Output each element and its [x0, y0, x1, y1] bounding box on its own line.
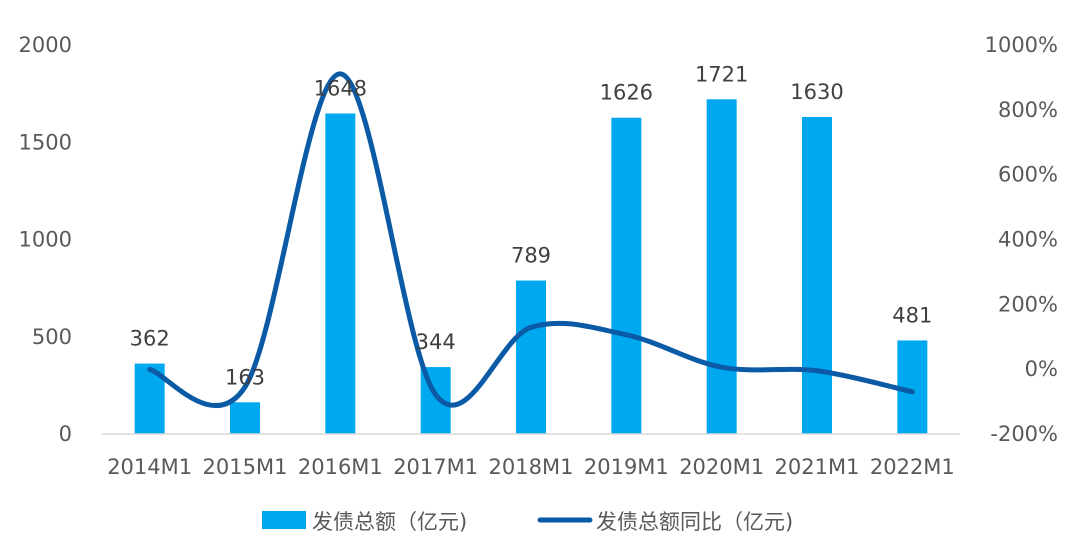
bar-2016M1 — [325, 113, 356, 435]
y-left-tick: 1500 — [19, 130, 72, 154]
y-right-tick: 800% — [998, 98, 1058, 122]
bar-2021M1 — [802, 116, 832, 434]
bar-2019M1 — [611, 117, 642, 435]
x-tick: 2014M1 — [107, 455, 192, 479]
x-tick: 2016M1 — [298, 455, 383, 479]
legend-bar-swatch — [262, 511, 306, 529]
data-label-2014M1: 362 — [130, 327, 170, 351]
x-tick: 2022M1 — [870, 455, 955, 479]
y-right-tick: 1000% — [985, 33, 1058, 57]
data-label-2021M1: 1630 — [790, 80, 843, 104]
y-axis-left-ticks: 0 500 1000 1500 2000 — [19, 33, 72, 446]
y-left-tick: 500 — [32, 325, 72, 349]
y-axis-right-ticks: -200% 0% 200% 400% 600% 800% 1000% — [985, 33, 1058, 446]
data-label-2016M1: 1648 — [314, 76, 367, 100]
data-label-2017M1: 344 — [416, 330, 456, 354]
x-axis-ticks: 2014M1 2015M1 2016M1 2017M1 2018M1 2019M1 2020… — [107, 455, 955, 479]
y-right-tick: -200% — [990, 422, 1058, 446]
bar-2015M1 — [230, 402, 260, 434]
bar-2018M1 — [516, 280, 546, 434]
bar-2020M1 — [706, 99, 737, 434]
x-tick: 2019M1 — [584, 455, 669, 479]
x-tick: 2017M1 — [393, 455, 478, 479]
y-right-tick: 0% — [1025, 357, 1058, 381]
data-label-2019M1: 1626 — [600, 81, 653, 105]
trend-line — [147, 71, 915, 408]
x-tick: 2015M1 — [203, 455, 288, 479]
legend: 发债总额（亿元) 发债总额同比（亿元) — [262, 510, 793, 534]
x-tick: 2020M1 — [679, 455, 764, 479]
y-left-tick: 1000 — [19, 228, 72, 252]
y-right-tick: 200% — [998, 292, 1058, 316]
y-right-tick: 600% — [998, 163, 1058, 187]
legend-bar-label: 发债总额（亿元) — [312, 510, 467, 534]
data-label-2020M1: 1721 — [695, 62, 748, 86]
data-label-2018M1: 789 — [511, 244, 551, 268]
x-tick: 2018M1 — [489, 455, 574, 479]
data-label-2015M1: 163 — [225, 365, 265, 389]
x-tick: 2021M1 — [775, 455, 860, 479]
legend-item-line: 发债总额同比（亿元) — [537, 510, 793, 534]
data-labels: 362 163 1648 344 789 1626 1721 1630 481 — [130, 62, 933, 389]
y-right-tick: 400% — [998, 228, 1058, 252]
legend-item-bar: 发债总额（亿元) — [262, 510, 467, 534]
y-left-tick: 2000 — [19, 33, 72, 57]
legend-line-label: 发债总额同比（亿元) — [596, 510, 793, 534]
data-label-2022M1: 481 — [892, 303, 932, 327]
y-left-tick: 0 — [59, 422, 72, 446]
